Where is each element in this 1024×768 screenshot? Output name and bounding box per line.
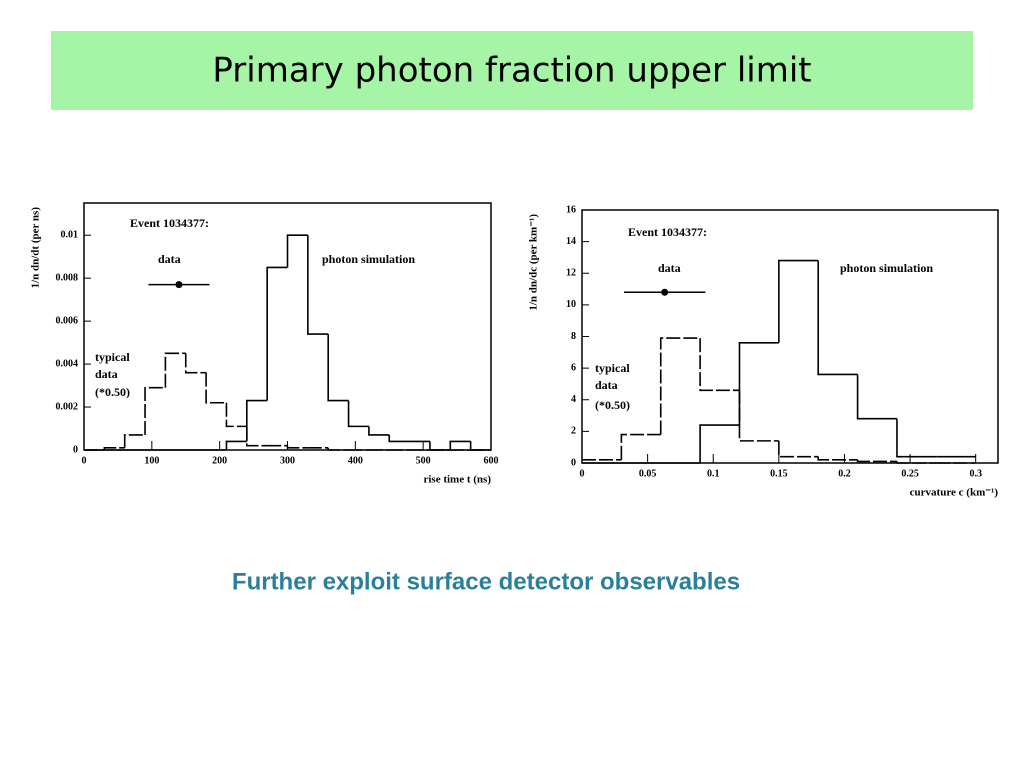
histogram-bin [699, 338, 740, 392]
x-tick-label: 0.25 [901, 468, 919, 479]
y-tick-label: 12 [566, 268, 576, 279]
annotation: photon simulation [840, 261, 933, 275]
annotation: data [158, 252, 181, 266]
y-axis-label: 1/n dn/dt (per ns) [30, 207, 42, 289]
y-tick-label: 0.002 [56, 401, 79, 412]
histogram-bin [286, 445, 308, 449]
annotation: typical [595, 361, 630, 375]
y-tick-label: 8 [571, 331, 576, 342]
y-tick-label: 0 [73, 444, 78, 455]
histogram-bin [225, 440, 247, 450]
histogram-bin [327, 334, 349, 402]
histogram-bin [347, 400, 369, 428]
histogram-bin [266, 266, 288, 401]
histogram-bin [246, 426, 268, 447]
annotation: typical [95, 350, 130, 364]
data-point [175, 281, 183, 289]
x-axis-label: rise time t (ns) [423, 474, 491, 486]
plot-frame [581, 209, 999, 464]
x-tick-label: 200 [212, 455, 227, 466]
x-tick-label: 0.3 [969, 468, 982, 479]
y-tick-label: 10 [566, 299, 576, 310]
histogram-bin [738, 390, 779, 442]
annotation: data [658, 261, 681, 275]
histogram-bin [286, 234, 308, 268]
annotation: (*0.50) [95, 385, 130, 399]
histogram-bin [225, 402, 247, 428]
x-tick-label: 0 [580, 468, 585, 479]
y-tick-label: 14 [566, 236, 576, 247]
histogram-bin [856, 374, 897, 420]
data-point [661, 288, 669, 296]
histogram-bin [368, 426, 390, 436]
histogram-bin [659, 337, 701, 435]
y-tick-label: 0.004 [56, 358, 79, 369]
histogram-bin [817, 456, 858, 461]
annotation: Event 1034377: [130, 216, 209, 230]
annotation: photon simulation [322, 252, 415, 266]
x-tick-label: 0.2 [838, 468, 851, 479]
x-tick-label: 400 [348, 455, 363, 466]
histogram-bin [327, 447, 349, 451]
x-tick-label: 0.05 [639, 468, 657, 479]
histogram-bin [246, 399, 268, 442]
histogram-bin [896, 418, 937, 458]
x-tick-label: 0.1 [707, 468, 720, 479]
title-box [51, 31, 973, 110]
x-axis-label: curvature c (km⁻¹) [910, 487, 999, 499]
histogram-bin [429, 441, 451, 451]
x-tick-label: 500 [416, 455, 431, 466]
histogram-bin [205, 372, 227, 404]
x-tick-label: 600 [484, 455, 499, 466]
x-tick-label: 0 [82, 455, 87, 466]
slide-footer: Further exploit surface detector observa… [232, 568, 740, 595]
x-tick-label: 100 [144, 455, 159, 466]
slide-title: Primary photon fraction upper limit [212, 51, 811, 91]
annotation: data [95, 367, 118, 381]
histogram-bin [388, 434, 410, 443]
y-tick-label: 2 [571, 426, 576, 437]
histogram-bin [144, 386, 166, 435]
histogram-bin [817, 260, 858, 376]
y-tick-label: 0.006 [56, 315, 79, 326]
histogram-bin [896, 461, 937, 464]
histogram-bin [469, 441, 491, 451]
y-tick-label: 0.008 [56, 272, 79, 283]
annotation: (*0.50) [595, 398, 630, 412]
histogram-bin [449, 440, 471, 450]
annotation: Event 1034377: [628, 225, 707, 239]
y-tick-label: 6 [571, 362, 576, 373]
histogram-bin [699, 424, 740, 463]
histogram-bin [123, 434, 146, 448]
histogram-bin [778, 259, 819, 343]
y-tick-label: 0.01 [61, 230, 79, 241]
x-tick-label: 300 [280, 455, 295, 466]
histogram-bin [738, 342, 779, 426]
histogram-bin [778, 440, 819, 458]
y-tick-label: 4 [571, 394, 576, 405]
x-tick-label: 0.15 [770, 468, 788, 479]
histogram-bin [856, 459, 897, 463]
histogram-bin [184, 353, 207, 374]
y-axis-label: 1/n dn/dc (per km⁻¹) [528, 214, 540, 311]
annotation: data [595, 378, 618, 392]
histogram-bin [164, 352, 186, 388]
histogram-bin [307, 235, 329, 335]
histogram-bin [620, 433, 661, 460]
y-tick-label: 16 [566, 204, 576, 215]
y-tick-label: 0 [571, 457, 576, 468]
